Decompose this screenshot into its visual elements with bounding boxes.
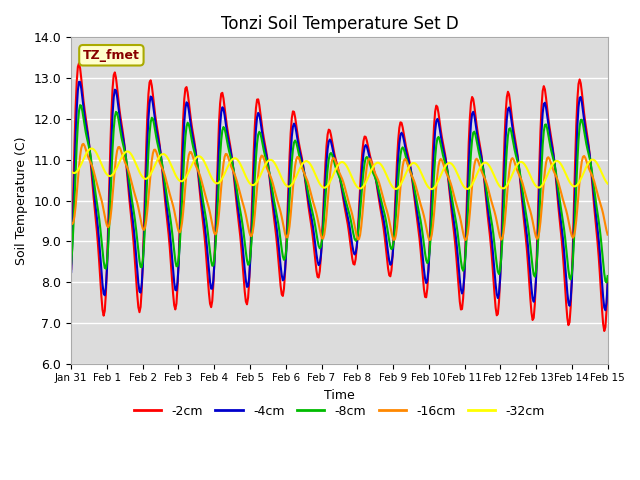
Title: Tonzi Soil Temperature Set D: Tonzi Soil Temperature Set D: [221, 15, 458, 33]
-32cm: [369, 165, 376, 171]
-8cm: [236, 202, 243, 207]
-2cm: [604, 278, 611, 284]
-8cm: [67, 261, 75, 267]
-32cm: [394, 185, 402, 191]
-4cm: [294, 143, 302, 148]
-16cm: [464, 231, 472, 237]
-4cm: [75, 79, 83, 85]
-4cm: [463, 225, 470, 230]
-32cm: [428, 186, 436, 192]
-32cm: [604, 180, 611, 186]
-4cm: [369, 164, 376, 170]
-4cm: [67, 269, 75, 275]
Legend: -2cm, -4cm, -8cm, -16cm, -32cm: -2cm, -4cm, -8cm, -16cm, -32cm: [129, 400, 550, 423]
-32cm: [294, 168, 302, 174]
-8cm: [463, 237, 470, 243]
-2cm: [556, 215, 563, 221]
-2cm: [67, 266, 75, 272]
-8cm: [394, 178, 402, 183]
-2cm: [236, 223, 243, 229]
Line: -8cm: -8cm: [71, 105, 607, 282]
-16cm: [79, 141, 87, 147]
Line: -16cm: -16cm: [71, 144, 607, 240]
-4cm: [236, 213, 243, 219]
-32cm: [88, 145, 95, 151]
-32cm: [67, 168, 75, 174]
-4cm: [394, 155, 402, 161]
Line: -32cm: -32cm: [71, 148, 607, 189]
-16cm: [67, 219, 75, 225]
-32cm: [557, 161, 564, 167]
-16cm: [394, 212, 402, 217]
-2cm: [75, 60, 83, 66]
-2cm: [463, 208, 470, 214]
-32cm: [236, 159, 243, 165]
-4cm: [556, 206, 563, 212]
-32cm: [464, 186, 472, 192]
-8cm: [294, 150, 302, 156]
-4cm: [602, 307, 609, 313]
-16cm: [426, 237, 433, 243]
-16cm: [236, 187, 243, 193]
-2cm: [369, 161, 376, 167]
-8cm: [603, 279, 611, 285]
-4cm: [604, 281, 611, 287]
Line: -2cm: -2cm: [71, 63, 607, 331]
-16cm: [557, 188, 564, 193]
Text: TZ_fmet: TZ_fmet: [83, 49, 140, 62]
-16cm: [294, 155, 302, 160]
-2cm: [294, 138, 302, 144]
-8cm: [556, 195, 563, 201]
-16cm: [369, 163, 376, 168]
X-axis label: Time: Time: [324, 389, 355, 402]
-2cm: [394, 138, 402, 144]
-8cm: [369, 168, 376, 174]
-16cm: [604, 232, 611, 238]
Y-axis label: Soil Temperature (C): Soil Temperature (C): [15, 136, 28, 265]
-8cm: [604, 273, 611, 279]
-8cm: [76, 102, 84, 108]
Line: -4cm: -4cm: [71, 82, 607, 310]
-2cm: [600, 328, 608, 334]
